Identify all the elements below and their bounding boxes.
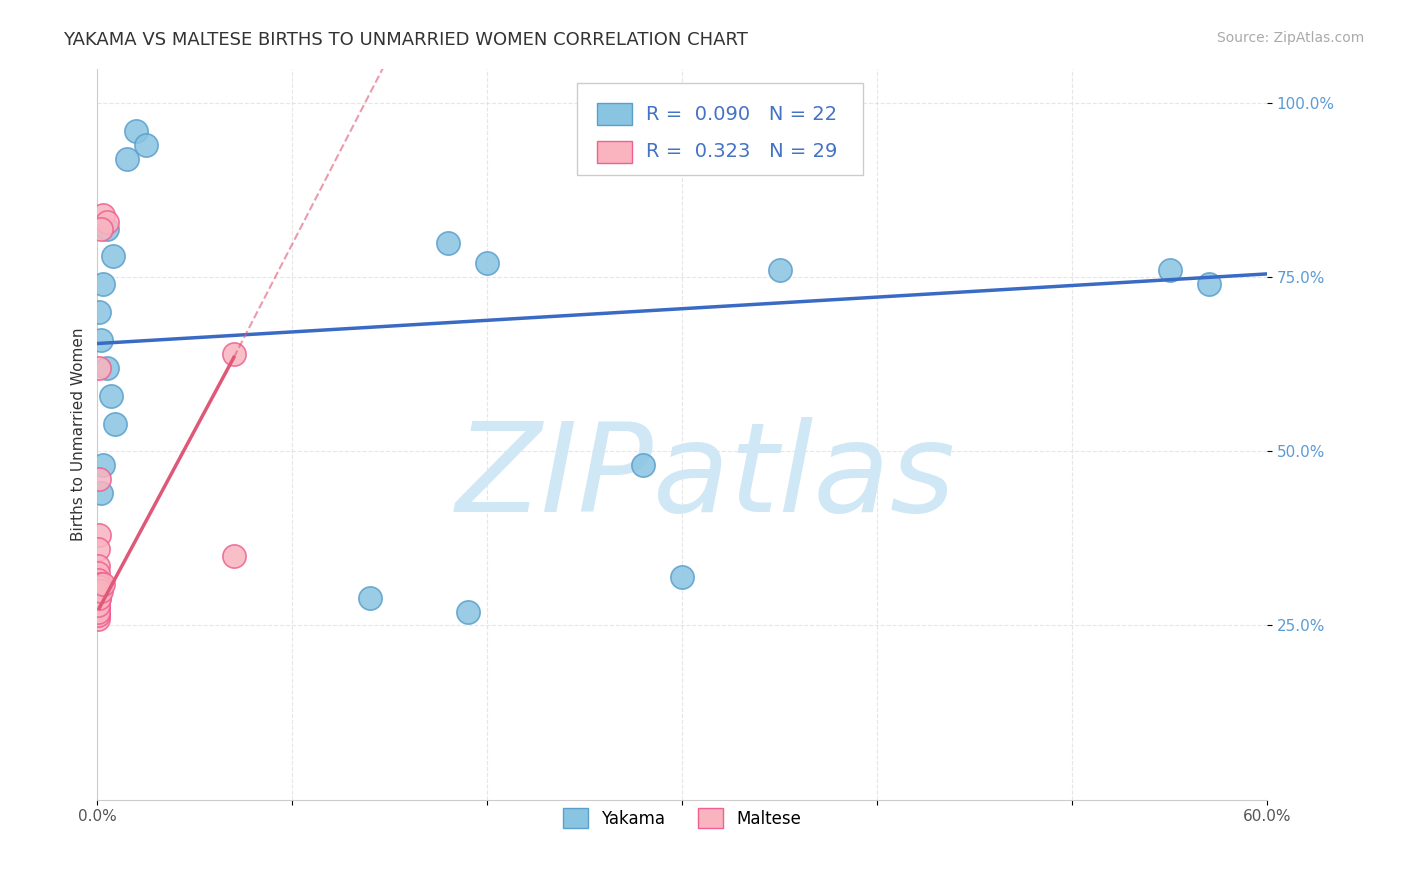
Point [87,559,110,574]
Point [87,598,110,612]
Point [437,235,460,250]
Point [135,138,157,153]
Y-axis label: Births to Unmarried Women: Births to Unmarried Women [72,327,86,541]
Text: Source: ZipAtlas.com: Source: ZipAtlas.com [1216,31,1364,45]
Point [87,605,110,619]
Point [115,152,138,166]
Point [86,605,108,619]
Point [477,256,499,270]
Point [125,124,148,138]
Point [87,591,110,605]
Point [87,573,110,587]
FancyBboxPatch shape [596,141,631,163]
Point [89,583,111,598]
FancyBboxPatch shape [596,103,631,125]
Point [86,607,108,622]
Point [87,607,110,622]
Point [671,570,693,584]
Text: R =  0.323   N = 29: R = 0.323 N = 29 [645,143,838,161]
Legend: Yakama, Maltese: Yakama, Maltese [557,801,808,835]
Point [457,605,479,619]
Point [87,587,110,601]
Point [222,347,245,361]
Point [91,576,114,591]
Point [89,576,111,591]
Point [100,389,122,403]
Point [87,611,110,625]
Point [90,333,112,347]
Point [631,458,654,473]
Point [91,458,114,473]
Point [87,594,110,608]
Point [87,601,110,615]
Point [89,305,111,319]
Point [1159,263,1181,277]
Point [91,277,114,292]
Point [359,591,381,605]
Point [96,215,118,229]
Point [89,591,111,605]
Point [89,580,111,594]
Point [91,208,114,222]
Point [96,360,118,375]
Point [87,528,110,542]
Text: R =  0.090   N = 22: R = 0.090 N = 22 [645,104,837,124]
Point [769,263,792,277]
Point [87,472,110,486]
Point [89,360,111,375]
Point [222,549,245,563]
FancyBboxPatch shape [576,83,863,175]
Point [87,598,110,612]
Text: YAKAMA VS MALTESE BIRTHS TO UNMARRIED WOMEN CORRELATION CHART: YAKAMA VS MALTESE BIRTHS TO UNMARRIED WO… [63,31,748,49]
Point [96,221,118,235]
Point [87,566,110,581]
Point [90,583,112,598]
Point [90,221,112,235]
Point [101,250,124,264]
Point [90,486,112,500]
Point [1198,277,1220,292]
Point [87,541,110,556]
Point [104,417,127,431]
Text: ZIPatlas: ZIPatlas [456,417,956,539]
